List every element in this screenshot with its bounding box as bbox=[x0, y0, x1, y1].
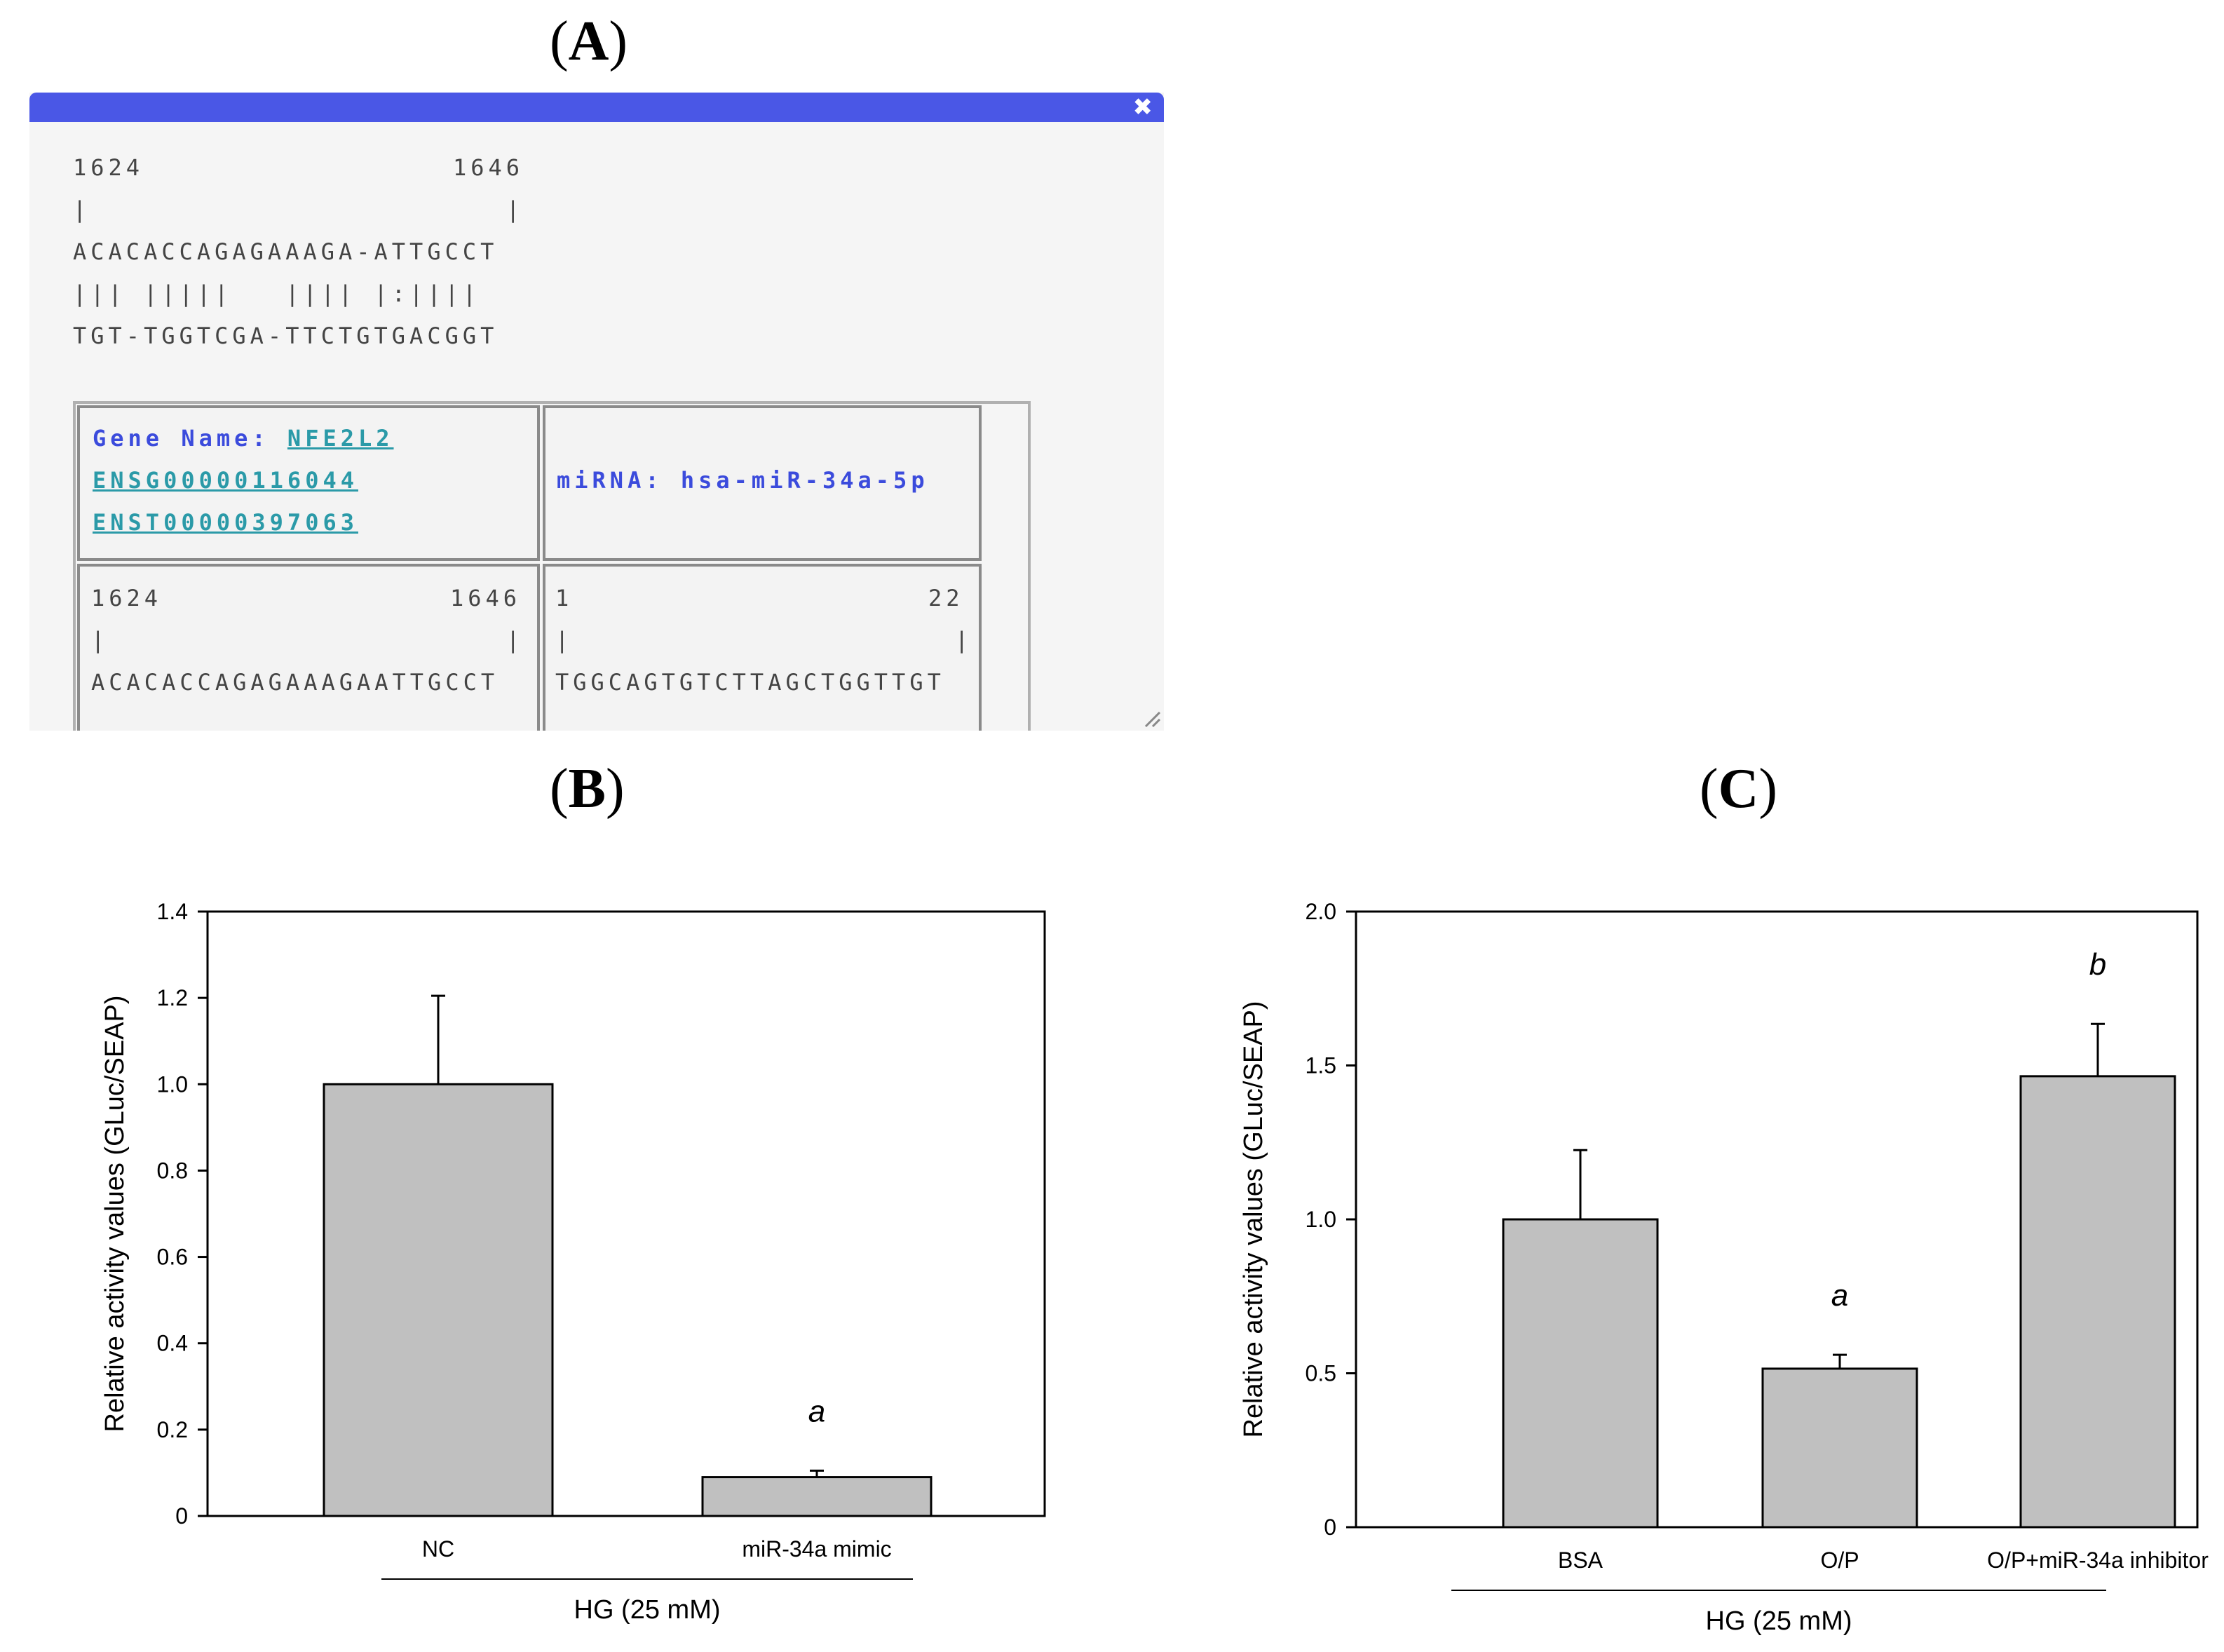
x-tick-label: O/P+miR-34a inhibitor bbox=[1987, 1548, 2209, 1573]
mirna-name: hsa-miR-34a-5p bbox=[680, 467, 929, 494]
mirna-site-start: 1 bbox=[555, 585, 574, 611]
ensg-link[interactable]: ENSG00000116044 bbox=[93, 467, 358, 494]
y-tick-label: 0 bbox=[1324, 1515, 1336, 1540]
mirna-line: miRNA: hsa-miR-34a-5p bbox=[557, 467, 929, 494]
group-label: HG (25 mM) bbox=[1706, 1606, 1852, 1636]
target-site-tick-left: | bbox=[91, 627, 109, 654]
y-tick-label: 0.8 bbox=[157, 1158, 188, 1183]
bar bbox=[323, 1083, 554, 1517]
y-tick-label: 1.2 bbox=[157, 985, 188, 1010]
mirna-info-cell: miRNA: hsa-miR-34a-5p bbox=[543, 405, 982, 561]
significance-label: a bbox=[1831, 1278, 1848, 1313]
x-tick-label: O/P bbox=[1820, 1548, 1859, 1573]
plot-frame bbox=[206, 910, 1046, 1517]
gene-name-link[interactable]: NFE2L2 bbox=[287, 425, 394, 452]
mirna-site-tick-right: | bbox=[955, 627, 973, 654]
resize-grip-icon[interactable] bbox=[1143, 710, 1161, 728]
target-site-end: 1646 bbox=[450, 585, 522, 611]
mirna-label: miRNA: bbox=[557, 467, 663, 494]
x-tick-label: BSA bbox=[1558, 1548, 1603, 1573]
y-tick-label: 2.0 bbox=[1306, 899, 1336, 924]
gene-info-cell: Gene Name: NFE2L2 ENSG00000116044 ENST00… bbox=[77, 405, 540, 561]
gene-name-label: Gene Name: bbox=[93, 425, 270, 452]
x-tick-label: miR-34a mimic bbox=[742, 1536, 891, 1562]
y-tick-label: 1.5 bbox=[1306, 1053, 1336, 1078]
y-tick-label: 1.4 bbox=[157, 899, 188, 924]
bar bbox=[701, 1476, 933, 1517]
target-site-sequence: ACACACCAGAGAAAGAATTGCCT bbox=[91, 669, 499, 696]
y-tick-label: 0.2 bbox=[157, 1417, 188, 1442]
bar bbox=[1761, 1367, 1918, 1529]
alignment-match-line: ||| ||||| |||| |:|||| bbox=[73, 280, 481, 307]
panel-label-c: (C) bbox=[1700, 758, 1778, 820]
panel-label-b: (B) bbox=[550, 758, 625, 820]
y-tick-label: 1.0 bbox=[1306, 1207, 1336, 1232]
alignment-tick-left: | bbox=[73, 196, 91, 223]
y-tick-label: 0.6 bbox=[157, 1245, 188, 1270]
chart-b: NC a miR-34a mimic 0 0.2 0.4 0.6 0.8 1.0 1.2 1.4 Re… bbox=[100, 899, 1046, 1625]
y-axis-label: Relative activity values (GLuc/SEAP) bbox=[1239, 1001, 1268, 1437]
bar bbox=[2019, 1075, 2176, 1529]
group-label: HG (25 mM) bbox=[574, 1595, 721, 1625]
y-tick-label: 0 bbox=[175, 1503, 188, 1529]
target-site-start: 1624 bbox=[91, 585, 163, 611]
gene-name-line: Gene Name: NFE2L2 bbox=[93, 425, 394, 452]
enst-link[interactable]: ENST00000397063 bbox=[93, 509, 358, 536]
target-site-tick-right: | bbox=[506, 627, 524, 654]
y-tick-label: 1.0 bbox=[157, 1071, 188, 1097]
alignment-end-position: 1646 bbox=[453, 154, 524, 181]
target-info-table: Gene Name: NFE2L2 ENSG00000116044 ENST00… bbox=[73, 401, 1031, 731]
bar bbox=[1502, 1218, 1659, 1529]
mirna-site-cell: 1 22 | | TGGCAGTGTCTTAGCTGGTTGT bbox=[543, 564, 982, 731]
x-tick-label: NC bbox=[422, 1536, 454, 1562]
chart-c: BSA a O/P b O/P+miR-34a inhibitor 0 0.5 1.0 1.5 2… bbox=[1239, 899, 2209, 1636]
mirna-site-end: 22 bbox=[928, 585, 964, 611]
alignment-popup-window: ✖ 1624 1646 | | ACACACCAGAGAAAGA-ATTGCCT… bbox=[29, 93, 1164, 731]
target-site-cell: 1624 1646 | | ACACACCAGAGAAAGAATTGCCT bbox=[77, 564, 540, 731]
significance-label: b bbox=[2089, 947, 2106, 982]
mirna-site-tick-left: | bbox=[555, 627, 574, 654]
significance-label: a bbox=[808, 1394, 825, 1428]
alignment-start-position: 1624 bbox=[73, 154, 144, 181]
mirna-site-sequence: TGGCAGTGTCTTAGCTGGTTGT bbox=[555, 669, 945, 696]
y-axis-label: Relative activity values (GLuc/SEAP) bbox=[100, 995, 130, 1432]
y-tick-label: 0.4 bbox=[157, 1331, 188, 1356]
alignment-tick-right: | bbox=[506, 196, 524, 223]
mirna-sequence: TGT-TGGTCGA-TTCTGTGACGGT bbox=[73, 323, 499, 349]
target-sequence: ACACACCAGAGAAAGA-ATTGCCT bbox=[73, 238, 499, 265]
popup-title-bar[interactable]: ✖ bbox=[29, 93, 1164, 122]
y-tick-label: 0.5 bbox=[1306, 1361, 1336, 1386]
panel-label-a: (A) bbox=[550, 11, 628, 72]
close-icon[interactable]: ✖ bbox=[1132, 93, 1153, 121]
